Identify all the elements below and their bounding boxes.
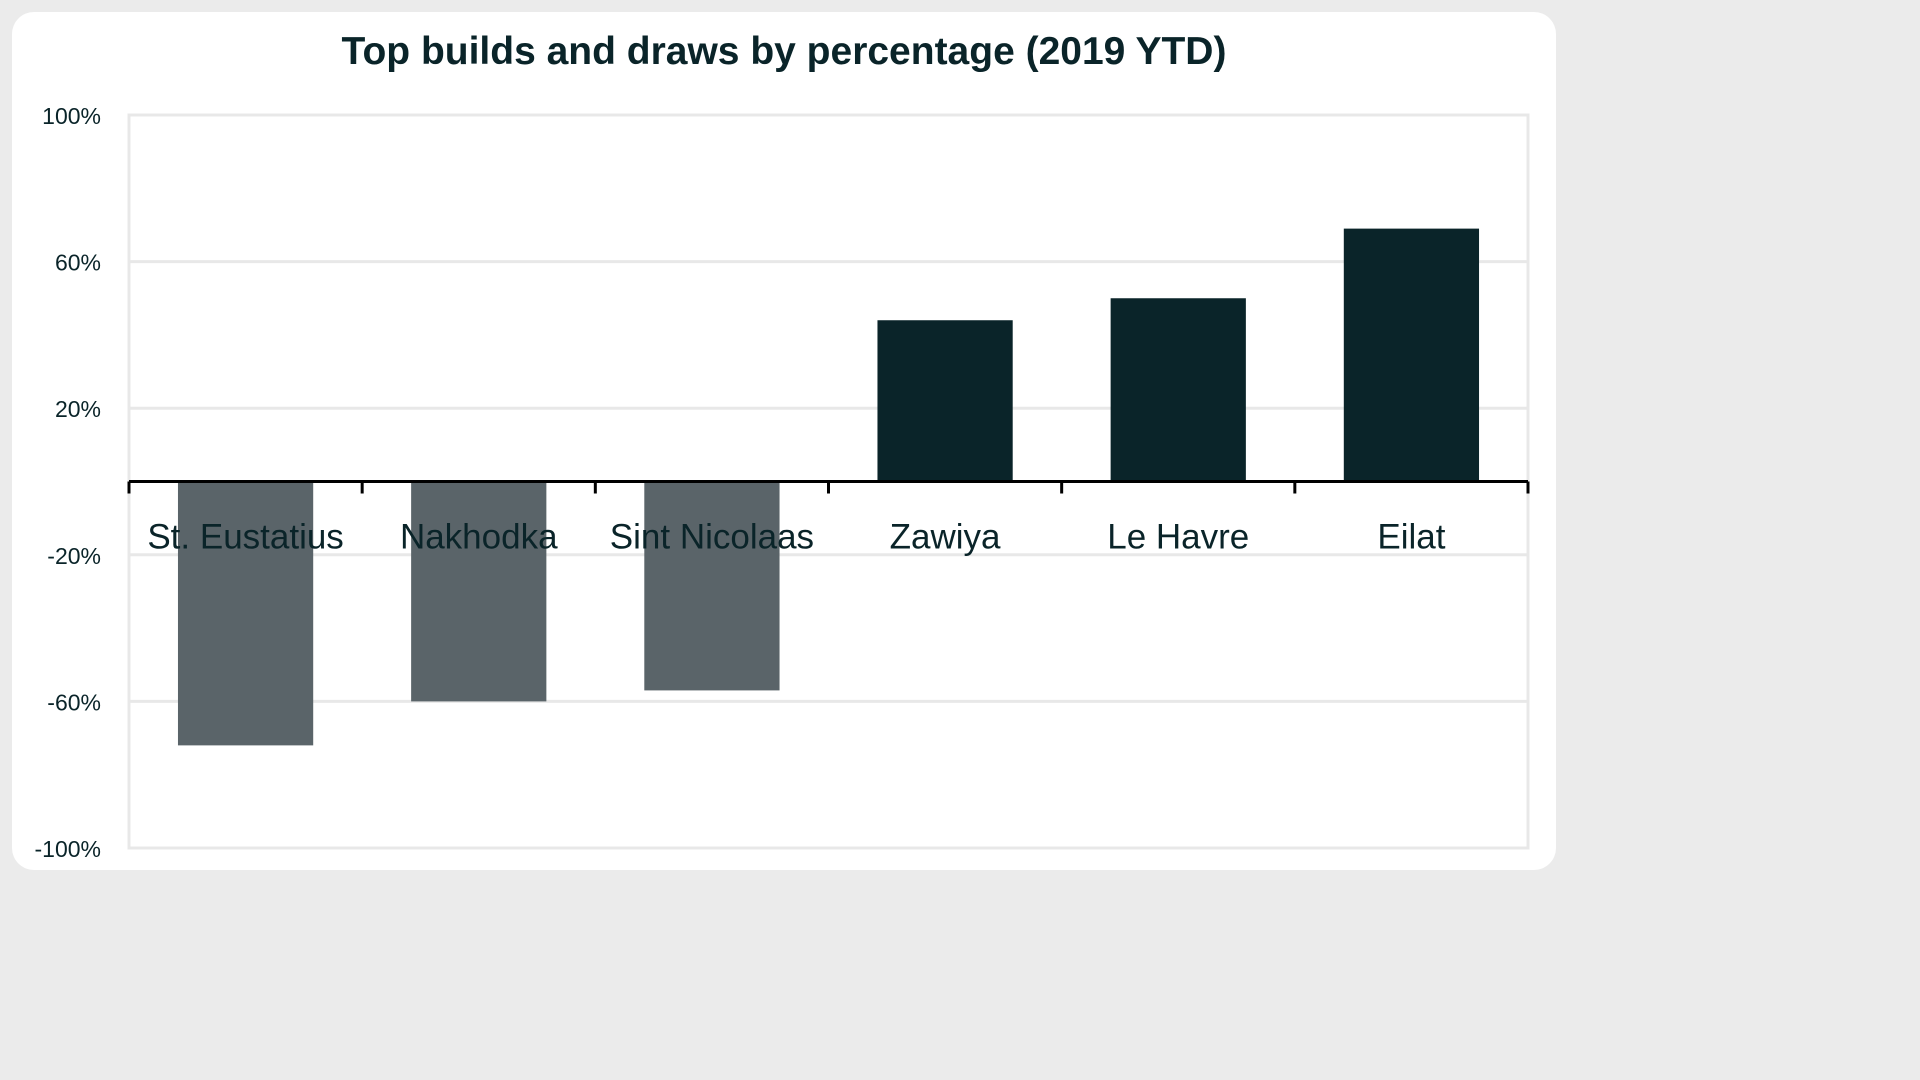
y-tick-label: 60% xyxy=(55,250,101,276)
x-axis xyxy=(127,480,1530,494)
bar xyxy=(1110,298,1246,482)
y-axis-tick-labels: 100% 60% 20% -20% -60% -100% xyxy=(35,103,101,862)
y-tick-label: -60% xyxy=(47,689,101,715)
y-tick-label: -100% xyxy=(35,836,101,862)
y-tick-label: 20% xyxy=(55,396,101,422)
bars xyxy=(177,228,1480,746)
bar xyxy=(177,481,314,746)
x-category-label: St. Eustatius xyxy=(147,518,343,557)
x-axis-category-labels: St. Eustatius Nakhodka Sint Nicolaas Zawiya… xyxy=(147,518,1445,557)
chart-title: Top builds and draws by percentage (2019… xyxy=(341,30,1227,73)
y-tick-label: -20% xyxy=(47,543,101,569)
bar-chart: 100% 60% 20% -20% -60% -100% St. Eustatius Nak… xyxy=(35,103,1530,862)
x-category-label: Sint Nicolaas xyxy=(610,518,814,557)
bar xyxy=(877,320,1013,482)
x-category-label: Le Havre xyxy=(1107,518,1249,557)
bar xyxy=(644,481,780,691)
x-category-label: Eilat xyxy=(1377,518,1445,557)
x-category-label: Zawiya xyxy=(890,518,1001,557)
bar xyxy=(1343,228,1480,482)
x-category-label: Nakhodka xyxy=(400,518,558,557)
y-tick-label: 100% xyxy=(42,103,101,129)
bar xyxy=(411,481,547,702)
